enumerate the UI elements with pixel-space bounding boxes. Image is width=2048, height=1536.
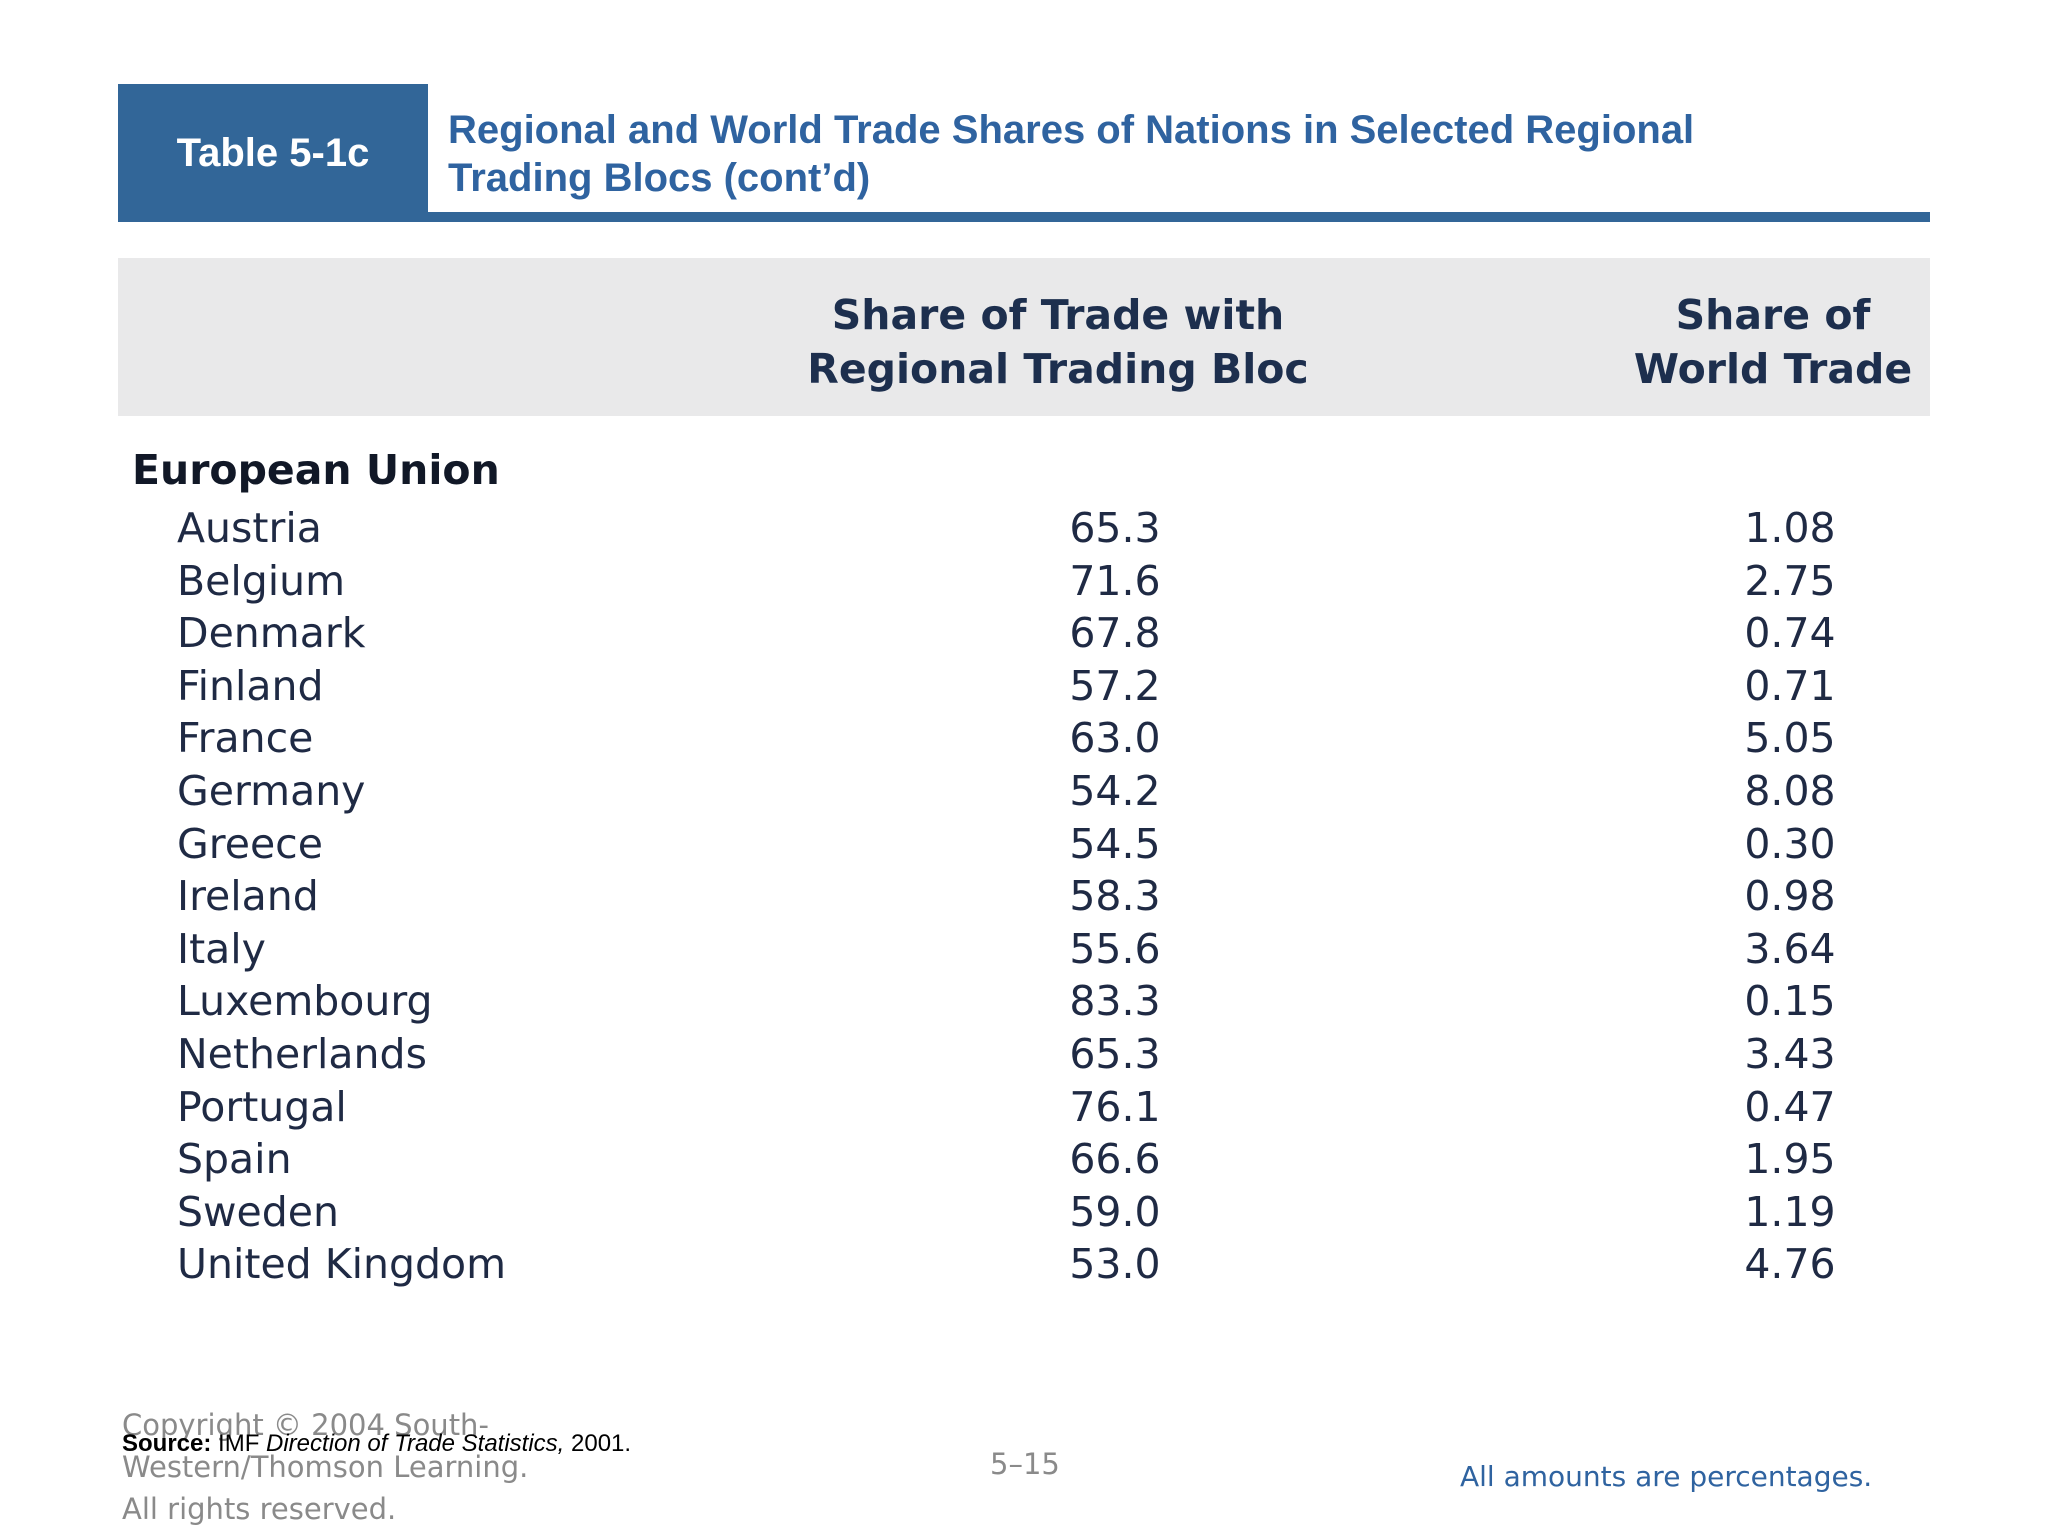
country-cell: France bbox=[177, 714, 314, 763]
column-header-world-share: Share of World Trade bbox=[1608, 288, 1938, 396]
table-row: Sweden 59.0 1.19 bbox=[0, 1186, 2048, 1238]
copyright-line-1: Copyright © 2004 South- bbox=[122, 1408, 489, 1442]
country-cell: Germany bbox=[177, 767, 366, 815]
column-header-bloc-line-2: Regional Trading Bloc bbox=[807, 345, 1309, 393]
bloc-share-cell: 53.0 bbox=[1069, 1240, 1161, 1289]
table-title-bar: Table 5-1c Regional and World Trade Shar… bbox=[118, 84, 1930, 222]
country-cell: Spain bbox=[177, 1135, 292, 1184]
world-share-cell: 8.08 bbox=[1744, 767, 1836, 815]
table-header: Share of Trade with Regional Trading Blo… bbox=[118, 258, 1930, 416]
bloc-share-cell: 76.1 bbox=[1069, 1082, 1161, 1131]
world-share-cell: 1.95 bbox=[1744, 1135, 1836, 1184]
table-row: Belgium 71.6 2.75 bbox=[0, 555, 2048, 607]
table-row: Ireland 58.3 0.98 bbox=[0, 870, 2048, 922]
table-title-line-2: Trading Blocs (cont’d) bbox=[448, 156, 871, 200]
title-rule bbox=[428, 212, 1930, 222]
copyright-line-2: Western/Thomson Learning. bbox=[122, 1450, 529, 1484]
country-cell: Belgium bbox=[177, 556, 346, 605]
country-cell: Sweden bbox=[177, 1187, 340, 1236]
country-cell: United Kingdom bbox=[177, 1240, 507, 1289]
group-heading: European Union bbox=[132, 446, 500, 494]
world-share-cell: 0.98 bbox=[1744, 872, 1836, 921]
world-share-cell: 5.05 bbox=[1744, 714, 1836, 763]
bloc-share-cell: 63.0 bbox=[1069, 714, 1161, 763]
table-row: Greece 54.5 0.30 bbox=[0, 818, 2048, 870]
page-number: 5–15 bbox=[990, 1447, 1060, 1481]
table-label: Table 5-1c bbox=[118, 84, 428, 222]
bloc-share-cell: 57.2 bbox=[1069, 661, 1161, 710]
table-title-line-1: Regional and World Trade Shares of Natio… bbox=[448, 108, 1695, 152]
column-header-bloc-share: Share of Trade with Regional Trading Blo… bbox=[798, 288, 1318, 396]
bloc-share-cell: 65.3 bbox=[1069, 504, 1161, 552]
world-share-cell: 1.19 bbox=[1744, 1187, 1836, 1236]
bloc-share-cell: 71.6 bbox=[1069, 556, 1161, 605]
world-share-cell: 0.30 bbox=[1744, 819, 1836, 868]
world-share-cell: 0.74 bbox=[1744, 609, 1836, 658]
column-header-bloc-line-1: Share of Trade with bbox=[831, 291, 1285, 339]
table-row: Italy 55.6 3.64 bbox=[0, 923, 2048, 975]
country-cell: Portugal bbox=[177, 1082, 347, 1131]
source-label: Source: bbox=[122, 1430, 212, 1457]
world-share-cell: 2.75 bbox=[1744, 556, 1836, 605]
source-org: IMF bbox=[211, 1430, 267, 1457]
amounts-note: All amounts are percentages. bbox=[1460, 1460, 1873, 1493]
country-cell: Greece bbox=[177, 819, 323, 868]
bloc-share-cell: 58.3 bbox=[1069, 872, 1161, 921]
source-note: Source: IMF Direction of Trade Statistic… bbox=[122, 1430, 631, 1458]
table-row: Luxembourg 83.3 0.15 bbox=[0, 975, 2048, 1027]
bloc-share-cell: 54.2 bbox=[1069, 767, 1161, 815]
table-row: France 63.0 5.05 bbox=[0, 712, 2048, 764]
country-cell: Finland bbox=[177, 661, 324, 710]
bloc-share-cell: 59.0 bbox=[1069, 1187, 1161, 1236]
copyright-line-3: All rights reserved. bbox=[122, 1492, 397, 1526]
world-share-cell: 0.71 bbox=[1744, 661, 1836, 710]
table-row: Denmark 67.8 0.74 bbox=[0, 607, 2048, 659]
bloc-share-cell: 55.6 bbox=[1069, 924, 1161, 973]
column-header-world-line-1: Share of bbox=[1675, 291, 1871, 339]
country-cell: Denmark bbox=[177, 609, 366, 658]
world-share-cell: 3.43 bbox=[1744, 1030, 1836, 1078]
world-share-cell: 0.15 bbox=[1744, 977, 1836, 1026]
country-cell: Italy bbox=[177, 924, 266, 973]
table-row: Germany 54.2 8.08 bbox=[0, 765, 2048, 817]
bloc-share-cell: 66.6 bbox=[1069, 1135, 1161, 1184]
table-row: United Kingdom 53.0 4.76 bbox=[0, 1238, 2048, 1290]
copyright-notice: Copyright © 2004 South- Western/Thomson … bbox=[122, 1404, 582, 1530]
country-cell: Austria bbox=[177, 504, 322, 552]
bloc-share-cell: 65.3 bbox=[1069, 1030, 1161, 1078]
bloc-share-cell: 83.3 bbox=[1069, 977, 1161, 1026]
world-share-cell: 1.08 bbox=[1744, 504, 1836, 552]
world-share-cell: 0.47 bbox=[1744, 1082, 1836, 1131]
bloc-share-cell: 54.5 bbox=[1069, 819, 1161, 868]
source-title: Direction of Trade Statistics, bbox=[266, 1430, 565, 1457]
table-row: Austria 65.3 1.08 bbox=[0, 502, 2048, 554]
source-year: 2001. bbox=[564, 1430, 632, 1457]
world-share-cell: 3.64 bbox=[1744, 924, 1836, 973]
table-row: Spain 66.6 1.95 bbox=[0, 1133, 2048, 1185]
country-cell: Ireland bbox=[177, 872, 319, 921]
table-row: Portugal 76.1 0.47 bbox=[0, 1081, 2048, 1133]
table-row: Netherlands 65.3 3.43 bbox=[0, 1028, 2048, 1080]
country-cell: Luxembourg bbox=[177, 977, 433, 1026]
world-share-cell: 4.76 bbox=[1744, 1240, 1836, 1289]
table-title: Regional and World Trade Shares of Natio… bbox=[448, 106, 1908, 202]
table-row: Finland 57.2 0.71 bbox=[0, 660, 2048, 712]
bloc-share-cell: 67.8 bbox=[1069, 609, 1161, 658]
column-header-world-line-2: World Trade bbox=[1633, 345, 1913, 393]
country-cell: Netherlands bbox=[177, 1030, 427, 1078]
